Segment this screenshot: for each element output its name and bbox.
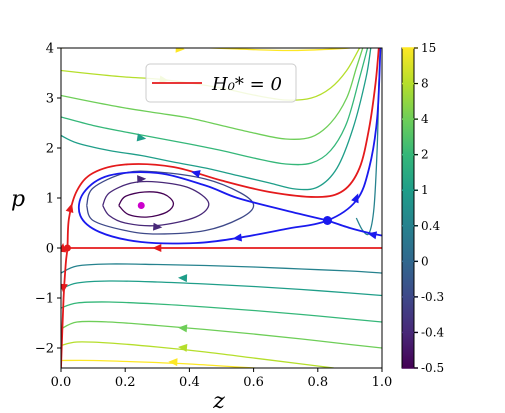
x-tick-label: 0.2 xyxy=(115,375,136,390)
colorbar-tick-label: 1 xyxy=(421,183,429,197)
contour-line-4 xyxy=(61,48,364,141)
legend-label: H₀* = 0 xyxy=(211,74,282,95)
x-tick-label: 0.6 xyxy=(243,375,264,390)
contour-line-9 xyxy=(61,280,382,297)
legend: H₀* = 0 xyxy=(145,63,297,103)
y-tick-label: −1 xyxy=(35,292,54,307)
contour-line-7 xyxy=(61,301,382,323)
zero-level-line-18 xyxy=(61,48,380,368)
contour-line-10 xyxy=(61,263,382,274)
separatrix-line-16 xyxy=(327,219,382,237)
y-tick-label: 3 xyxy=(46,92,54,107)
flow-arrow-8 xyxy=(153,222,163,231)
flow-arrow-9 xyxy=(190,170,201,178)
colorbar xyxy=(401,47,415,369)
y-tick-label: −2 xyxy=(35,342,54,357)
y-tick-label: 0 xyxy=(46,242,54,257)
colorbar-tick-label: -0.5 xyxy=(421,361,444,375)
contour-line-3 xyxy=(61,341,334,368)
y-tick-label: 2 xyxy=(46,142,54,157)
x-axis-ticks: 0.0 0.2 0.4 0.6 0.8 1.0 xyxy=(51,368,393,390)
flow-arrow-0 xyxy=(175,48,185,53)
plot-frame xyxy=(60,47,383,369)
colorbar-tick-label: 4 xyxy=(421,112,429,126)
fixed-point-1 xyxy=(322,216,332,225)
separatrix-line-15 xyxy=(77,48,382,245)
colorbar-tick-label: 0 xyxy=(421,254,429,268)
colorbar-tick-label: 15 xyxy=(421,41,436,55)
legend-box xyxy=(145,63,297,103)
contour-line-5 xyxy=(61,320,382,349)
contour-line-14 xyxy=(118,191,175,218)
x-axis-label: z xyxy=(212,389,225,413)
y-axis-ticks: −2 −1 0 1 2 3 4 xyxy=(35,42,61,357)
flow-arrow-16 xyxy=(65,203,74,213)
flow-arrow-11 xyxy=(367,231,378,240)
y-tick-label: 4 xyxy=(46,42,54,57)
flow-arrow-3 xyxy=(178,343,188,352)
contour-line-12 xyxy=(86,170,255,235)
flow-arrow-13 xyxy=(152,244,162,252)
flow-arrow-5 xyxy=(136,133,147,142)
colorbar-tick-label: 8 xyxy=(421,77,429,91)
fixed-points xyxy=(63,202,332,252)
x-tick-label: 0.0 xyxy=(51,375,72,390)
fixed-point-origin xyxy=(63,244,71,252)
x-tick-label: 0.4 xyxy=(179,375,200,390)
y-axis-label: p xyxy=(11,187,25,212)
flow-arrow-4 xyxy=(177,324,188,333)
contour-line-13 xyxy=(102,180,210,227)
contour-line-0 xyxy=(61,48,350,52)
y-tick-label: 1 xyxy=(46,192,54,207)
flow-arrow-1 xyxy=(168,358,178,367)
flow-arrow-10 xyxy=(232,233,242,242)
flow-arrow-6 xyxy=(177,274,188,283)
colorbar-tick-label: -0.4 xyxy=(421,325,445,339)
flow-arrow-15 xyxy=(61,283,68,293)
fixed-point-0 xyxy=(137,202,145,209)
x-tick-label: 1.0 xyxy=(372,375,393,390)
flow-arrow-12 xyxy=(351,193,359,204)
colorbar-tick-label: 0.4 xyxy=(421,219,440,233)
flow-arrow-14 xyxy=(61,243,67,253)
colorbar-ticks: 15 8 4 2 1 0.4 0 -0.3 -0.4 -0.5 xyxy=(402,41,445,375)
contour-line-1 xyxy=(61,359,265,368)
flow-arrow-7 xyxy=(137,175,147,184)
x-tick-label: 0.8 xyxy=(307,375,328,390)
colorbar-tick-label: -0.3 xyxy=(421,290,444,304)
colorbar-tick-label: 2 xyxy=(421,148,429,162)
contour-line-6 xyxy=(61,48,369,166)
contour-line-8 xyxy=(61,48,372,191)
contour-lines xyxy=(61,48,382,368)
